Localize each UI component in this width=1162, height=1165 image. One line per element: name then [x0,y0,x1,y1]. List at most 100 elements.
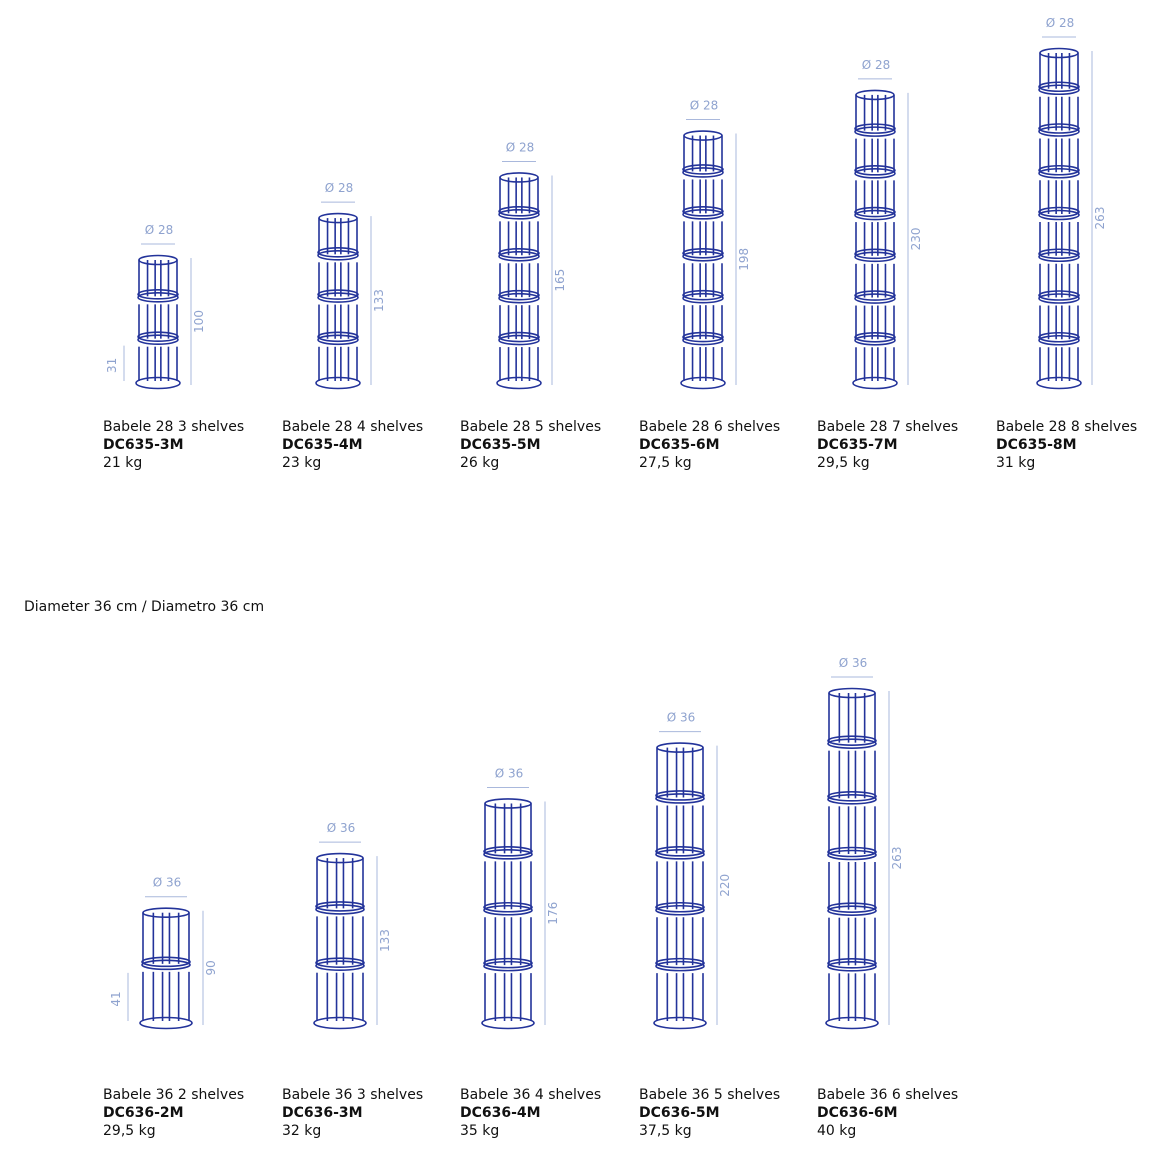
shelf [827,958,877,969]
shelf [682,289,724,301]
height-label: 220 [718,874,732,897]
product-weight: 29,5 kg [103,1123,156,1139]
shelf [854,290,896,301]
product-name: Babele 28 8 shelves [996,419,1137,435]
tower: 263 Ø 28 [1036,16,1107,390]
tower: 198 Ø 28 [680,99,751,390]
shelf [317,292,359,303]
shelf [137,334,179,345]
shelf [852,376,898,390]
shelf [854,334,896,346]
shelf [499,172,539,183]
shelf [655,849,705,860]
shelf [656,742,704,753]
product-name: Babele 28 6 shelves [639,419,780,435]
height-label: 133 [378,929,392,952]
shelf [316,852,364,864]
shelf [317,250,359,261]
product-code: DC635-3M [103,437,184,453]
product-weight: 32 kg [282,1123,321,1139]
shelf [498,250,540,262]
shelf [682,331,724,343]
product-name: Babele 28 5 shelves [460,419,601,435]
diameter-label: Ø 28 [325,181,354,195]
tower: 133 Ø 28 [315,181,386,390]
shelf [498,209,540,220]
shelf [682,206,724,217]
product-weight: 23 kg [282,455,321,471]
shelf [1038,164,1080,176]
product-code: DC635-5M [460,437,541,453]
diameter-label: Ø 36 [153,876,182,890]
shelf [498,247,540,259]
height-label: 263 [890,847,904,870]
shelf [653,1016,707,1030]
tower: 165 Ø 28 [496,140,567,390]
shelf [827,735,877,746]
product-name: Babele 36 2 shelves [103,1087,244,1103]
shelf [827,794,877,805]
shelf [484,798,532,809]
shelf [828,687,876,699]
product-name: Babele 36 4 shelves [460,1087,601,1103]
shelf [1036,376,1082,390]
shelf [1038,290,1080,301]
product-weight: 26 kg [460,455,499,471]
product-weight: 21 kg [103,455,142,471]
shelf [496,376,542,390]
product-name: Babele 36 6 shelves [817,1087,958,1103]
shelf [138,254,178,266]
diameter-label: Ø 28 [862,58,891,72]
shelf [141,959,191,971]
shelf [313,1016,367,1030]
shelf [1038,248,1080,260]
diameter-label: Ø 28 [145,223,174,237]
shelf [854,209,896,221]
shelf [854,293,896,304]
diameter-label: Ø 36 [839,656,868,670]
diameter-label: Ø 28 [506,140,535,154]
shelf [317,334,359,346]
tower: 90 Ø 36 41 [109,876,218,1030]
shelf [827,791,877,802]
shelf [135,376,181,390]
shelf [854,251,896,263]
shelf [682,247,724,259]
shelf [498,206,540,217]
product-weight: 35 kg [460,1123,499,1139]
shelf [318,212,358,224]
shelf [315,376,361,390]
height-label: 230 [909,227,923,250]
shelf [682,292,724,304]
shelf [854,168,896,179]
shelf [1038,251,1080,263]
shelf [483,904,533,916]
shelf [483,849,533,860]
shelf [498,334,540,346]
height-label: 90 [204,960,218,975]
shelf [854,331,896,343]
shelf [315,904,365,915]
product-weight: 31 kg [996,455,1035,471]
product-code: DC636-3M [282,1105,363,1121]
diameter-label: Ø 28 [1046,16,1075,30]
shelf [1038,126,1080,137]
shelf [1038,81,1080,93]
shelf [1038,293,1080,304]
height-label: 133 [372,289,386,312]
tower: 100 Ø 28 31 [105,223,206,390]
shelf [827,738,877,749]
shelf [315,957,365,968]
shelf [1038,331,1080,343]
shelf [1038,84,1080,96]
shelf [481,1016,535,1030]
shelf [141,956,191,968]
shelf [854,206,896,218]
shelf [498,331,540,343]
height-label: 165 [553,269,567,292]
tower: 263 Ø 36 [825,656,904,1030]
shelf [483,846,533,857]
height-label: 198 [737,248,751,271]
